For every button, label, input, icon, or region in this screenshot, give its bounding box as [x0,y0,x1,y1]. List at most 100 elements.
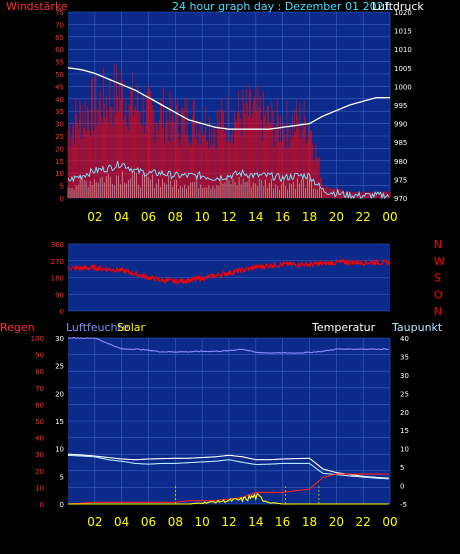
dewpoint-label: Taupunkt [392,321,443,334]
pressure-tick-label: 995 [394,102,407,110]
wind-average-line [67,160,390,200]
direction-tick-label: 270 [51,258,64,266]
x-tick-label: 04 [114,210,129,224]
x-tick-label-bottom: 00 [382,515,397,529]
humidity-tick-label: 30 [55,335,64,343]
temperature-tick-label: 10 [400,446,409,454]
wind-tick-label: 15 [55,158,64,166]
humidity-tick-label: 20 [55,390,64,398]
x-tick-label: 20 [329,210,344,224]
temperature-tick-label: 5 [400,464,404,472]
wind-tick-label: 60 [55,46,64,54]
wind-tick-label: 35 [55,108,64,116]
pressure-tick-label: 990 [394,121,407,129]
temperature-tick-label: -5 [400,501,407,509]
temperature-tick-label: 15 [400,427,409,435]
wind-tick-label: 10 [55,170,64,178]
wind-tick-label: 70 [55,21,64,29]
direction-compass-label: O [434,288,443,301]
temperature-tick-label: 20 [400,409,409,417]
x-tick-label: 16 [275,210,290,224]
pressure-tick-label: 1015 [394,28,412,36]
direction-tick-label: 0 [60,308,64,316]
x-tick-label: 12 [221,210,236,224]
x-tick-label: 22 [356,210,371,224]
x-tick-label-bottom: 02 [87,515,102,529]
temperature-label: Temperatur [312,321,376,334]
direction-compass-label: S [434,272,441,285]
rain-tick-label: 50 [35,418,44,426]
graph-title: 24 hour graph day : Dezember 01 2021 [172,0,391,13]
temperature-tick-label: 40 [400,335,409,343]
rain-line [67,473,389,505]
x-tick-label-bottom: 10 [195,515,210,529]
x-tick-label-bottom: 20 [329,515,344,529]
direction-line [67,258,390,285]
temperature-tick-label: 25 [400,390,409,398]
rain-tick-label: 40 [35,435,44,443]
wind-tick-label: 20 [55,145,64,153]
pressure-tick-label: 985 [394,139,407,147]
pressure-tick-label: 1020 [394,9,412,17]
pressure-tick-label: 1000 [394,83,412,91]
humidity-tick-label: 15 [55,418,64,426]
rain-tick-label: 10 [35,484,44,492]
pressure-tick-label: 1005 [394,65,412,73]
wind-tick-label: 45 [55,83,64,91]
humidity-tick-label: 5 [60,473,64,481]
temperature-tick-label: 30 [400,372,409,380]
solar-label: Solar [117,321,146,334]
x-tick-label: 18 [302,210,317,224]
wind-tick-label: 0 [60,195,64,203]
x-tick-label: 00 [382,210,397,224]
temperature-line [67,453,389,479]
pressure-tick-label: 970 [394,195,407,203]
x-tick-label: 06 [141,210,156,224]
solar-line [68,492,389,505]
wind-tick-label: 50 [55,71,64,79]
x-tick-label: 02 [87,210,102,224]
x-tick-label-bottom: 06 [141,515,156,529]
direction-compass-label: W [434,255,445,268]
direction-compass-label: N [434,238,442,251]
pressure-axis-title: Luftdruck [372,0,424,13]
wind-tick-label: 65 [55,34,64,42]
x-tick-label-bottom: 18 [302,515,317,529]
wind-tick-label: 30 [55,121,64,129]
humidity-label: Luftfeuchte [66,321,129,334]
x-tick-label-bottom: 08 [168,515,183,529]
humidity-tick-label: 10 [55,446,64,454]
rain-tick-label: 60 [35,401,44,409]
x-tick-label: 14 [248,210,263,224]
humidity-tick-label: 0 [60,501,64,509]
direction-tick-label: 180 [51,275,64,283]
x-tick-label-bottom: 14 [248,515,263,529]
rain-tick-label: 20 [35,468,44,476]
x-tick-label: 10 [195,210,210,224]
wind-tick-label: 25 [55,133,64,141]
wind-tick-label: 55 [55,59,64,67]
wind-tick-label: 5 [60,183,64,191]
direction-compass-label: N [434,305,442,318]
direction-tick-label: 360 [51,241,64,249]
pressure-line [67,67,390,130]
x-tick-label-bottom: 04 [114,515,129,529]
x-tick-label-bottom: 22 [356,515,371,529]
x-tick-label-bottom: 16 [275,515,290,529]
wind-tick-label: 75 [55,9,64,17]
humidity-tick-label: 25 [55,363,64,371]
temperature-tick-label: 35 [400,353,409,361]
wind-axis-title: Windstärke [6,0,68,13]
rain-label: Regen [0,321,35,334]
rain-tick-label: 0 [40,501,44,509]
humidity-line [67,337,389,354]
pressure-tick-label: 975 [394,176,407,184]
direction-tick-label: 90 [55,291,64,299]
pressure-tick-label: 980 [394,158,407,166]
rain-tick-label: 100 [31,335,44,343]
pressure-tick-label: 1010 [394,46,412,54]
rain-tick-label: 70 [35,385,44,393]
rain-tick-label: 90 [35,352,44,360]
x-tick-label: 08 [168,210,183,224]
